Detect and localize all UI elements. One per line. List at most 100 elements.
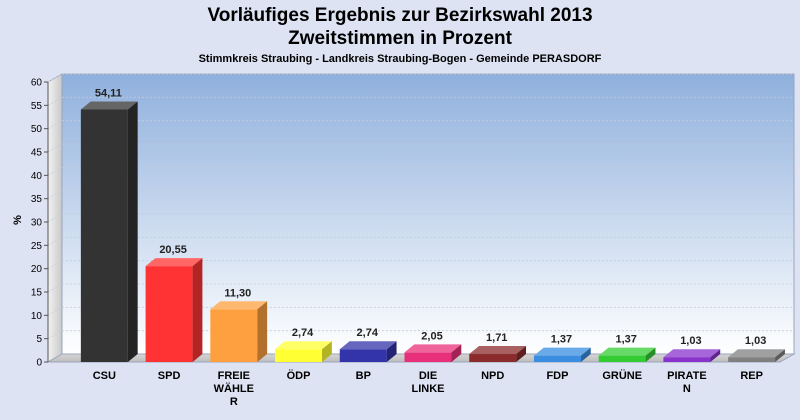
bar-side (192, 258, 203, 362)
chart-title-block: Vorläufiges Ergebnis zur Bezirkswahl 201… (0, 4, 800, 65)
bar (275, 341, 332, 362)
y-tick-label: 40 (31, 171, 43, 182)
bar-top (145, 258, 203, 267)
category-label: PIRATE (667, 370, 707, 382)
bar-top (80, 101, 138, 110)
category-label: ÖDP (287, 369, 311, 382)
bar-value-label: 2,74 (292, 327, 314, 339)
bar-top (663, 349, 721, 358)
gridline (47, 236, 794, 246)
y-axis-label: % (12, 215, 24, 225)
bar-front (339, 349, 387, 362)
bar (598, 347, 656, 362)
bar (210, 301, 268, 362)
bar-front (598, 355, 646, 362)
y-tick-label: 45 (31, 148, 43, 159)
bar-top (339, 341, 397, 350)
bar-front (469, 354, 517, 362)
bar (663, 349, 721, 362)
y-tick-label: 5 (36, 334, 42, 345)
category-label: FREIE (218, 370, 250, 382)
bar-side (516, 346, 527, 362)
bar (533, 347, 591, 362)
bar-front (404, 352, 452, 362)
y-tick-label: 60 (31, 78, 43, 89)
bar-value-label: 2,74 (357, 327, 379, 339)
bar-front (728, 357, 776, 362)
bar-side (580, 347, 591, 362)
y-tick-label: 0 (36, 358, 42, 369)
category-label: N (683, 383, 691, 395)
gridline (47, 190, 794, 200)
gridline (47, 143, 794, 153)
y-tick-label: 20 (31, 264, 43, 275)
bar-top (728, 349, 785, 358)
bar (404, 344, 462, 362)
y-tick-label: 10 (31, 311, 43, 322)
gridline (47, 96, 794, 106)
bar-value-label: 11,30 (224, 287, 251, 299)
gridline (47, 283, 794, 293)
bar-side (451, 344, 462, 362)
category-label: GRÜNE (602, 369, 642, 382)
category-label: SPD (158, 370, 181, 382)
bar-top (533, 347, 591, 356)
bar-value-label: 1,03 (680, 335, 701, 347)
gridline (47, 73, 794, 83)
bar-side (127, 101, 138, 362)
category-label: DIE (419, 370, 437, 382)
bar-top (598, 347, 656, 356)
bar-value-label: 20,55 (159, 244, 187, 256)
category-label: NPD (481, 370, 504, 382)
y-tick-label: 55 (31, 101, 43, 112)
chart-title-line-1: Vorläufiges Ergebnis zur Bezirkswahl 201… (207, 5, 593, 26)
bar-value-label: 2,05 (421, 330, 442, 342)
bar-front (275, 349, 323, 362)
category-label: REP (740, 370, 763, 382)
bar-value-label: 1,71 (486, 332, 507, 344)
bar-side (710, 349, 721, 362)
bar-value-label: 1,37 (551, 334, 572, 346)
bar (145, 258, 203, 362)
bar (339, 341, 397, 362)
category-label: LINKE (412, 383, 445, 395)
bar-front (145, 266, 193, 362)
bar-side (386, 341, 397, 362)
bar-value-label: 1,03 (745, 335, 766, 347)
bar-value-label: 54,11 (95, 87, 122, 99)
chart-title-line-2: Zweitstimmen in Prozent (288, 28, 512, 49)
y-tick-label: 35 (31, 194, 43, 205)
bar-top (210, 301, 268, 310)
bar-side (322, 341, 332, 362)
y-tick-label: 50 (31, 124, 43, 135)
bar-front (210, 309, 258, 362)
bar (728, 349, 785, 362)
bar (469, 346, 527, 362)
y-tick-label: 30 (31, 218, 43, 229)
bar-side (775, 349, 785, 362)
bar-front (80, 109, 128, 362)
bar-side (645, 347, 656, 362)
category-label: R (230, 396, 238, 408)
bar-side (257, 301, 268, 362)
bar-front (533, 355, 581, 362)
category-label: WÄHLE (214, 382, 254, 395)
y-tick-label: 25 (31, 241, 43, 252)
gridline (47, 330, 794, 340)
bar-top (404, 344, 462, 353)
bar-front (663, 357, 711, 362)
category-label: FDP (546, 370, 568, 382)
gridline (47, 260, 794, 270)
gridline (47, 213, 794, 223)
category-label: BP (356, 370, 371, 382)
chart-subtitle: Stimmkreis Straubing - Landkreis Straubi… (198, 53, 602, 65)
y-tick-label: 15 (31, 288, 43, 299)
gridline (47, 166, 794, 176)
bar (80, 101, 138, 362)
gridline (47, 120, 794, 130)
gridline (47, 306, 794, 316)
category-label: CSU (93, 370, 116, 382)
bar-top (469, 346, 527, 355)
